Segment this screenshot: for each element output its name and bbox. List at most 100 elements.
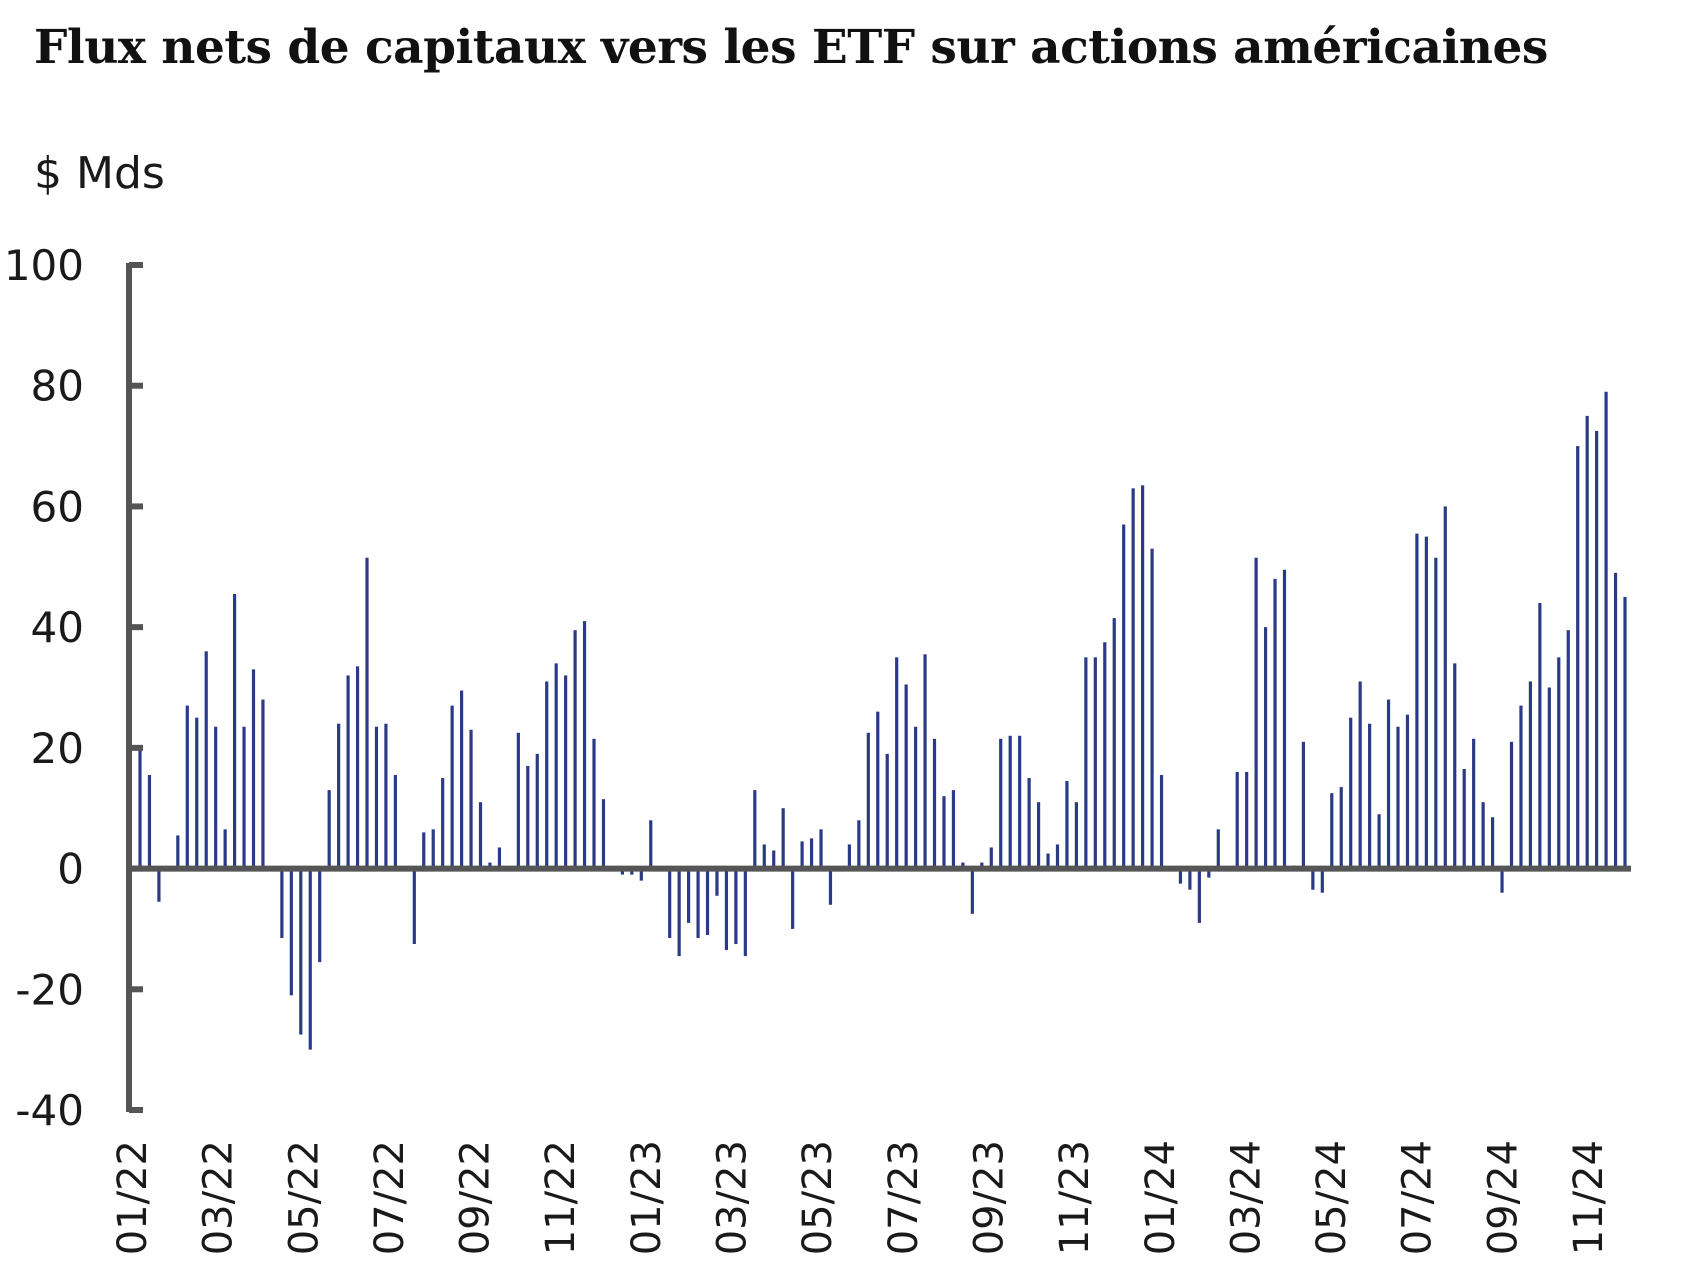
bar [1301,741,1306,869]
bar [1027,778,1031,869]
bar [696,868,700,938]
x-tick-label: 03/23 [710,1140,756,1255]
bar [791,868,795,929]
bar [734,868,738,945]
bar [251,669,256,869]
bar [1103,642,1107,869]
bar [138,747,142,869]
bar [176,835,180,869]
bar [705,868,710,935]
bar [365,557,369,869]
bar [204,651,208,869]
bar [308,868,312,1050]
bar [1084,657,1088,869]
bar [1131,488,1135,869]
bar [1046,853,1050,869]
x-tick-label: 01/22 [110,1140,156,1255]
bar [620,868,624,875]
bar [819,829,823,869]
bar [1311,868,1315,890]
x-tick-label: 09/22 [453,1140,499,1255]
bar [951,790,956,869]
bar [895,657,899,869]
bar [1008,735,1012,869]
bar [687,868,691,923]
bar [1018,735,1022,869]
bar [1613,572,1618,869]
bar [1557,657,1561,869]
bars-group [138,391,1627,1050]
bar [800,841,804,869]
bar [526,765,530,869]
bar [781,808,785,869]
bar [1122,524,1126,869]
bar [1282,569,1287,869]
bar [469,729,473,869]
bar [1604,391,1608,869]
bar [214,726,218,869]
bar [1585,415,1589,869]
bar [1462,768,1466,869]
bar [1623,596,1627,869]
bar [299,868,303,1035]
bar [261,699,265,869]
y-tick-label: 0 [57,845,84,894]
bar [630,868,634,875]
bar [582,621,587,869]
bar [847,844,851,869]
y-axis-ticks: 100 80 60 40 20 0 -20 -40 [4,241,143,1135]
y-axis-unit-label: $ Mds [34,148,165,199]
x-tick-label: 07/24 [1395,1140,1441,1255]
x-tick-label: 07/22 [367,1140,413,1255]
bar [1396,726,1400,869]
bar [866,732,870,869]
bar [242,726,246,869]
y-tick-label: 40 [31,603,84,652]
bar [1349,717,1353,869]
bar [431,829,435,869]
bar [1576,446,1580,869]
bar [772,850,776,869]
bar [327,790,331,869]
bar [393,775,397,869]
bar [1245,772,1249,869]
bar [762,844,766,869]
x-tick-label: 09/23 [967,1140,1013,1255]
x-axis-ticks: 01/22 03/22 05/22 07/22 09/22 11/22 01/23 03/23… [110,1140,1612,1255]
bar [564,675,568,869]
x-tick-label: 11/23 [1052,1140,1098,1255]
bar [914,726,918,869]
y-tick-label: 20 [31,724,84,773]
bar [1065,781,1069,869]
bar [1595,430,1599,869]
bar [1358,681,1362,869]
bar [488,862,492,869]
bar [904,684,908,869]
bar [280,868,284,938]
bar [876,711,880,869]
x-tick-label: 05/22 [281,1140,327,1255]
bar [1490,817,1495,869]
bar [185,705,189,869]
bar [1472,738,1476,869]
chart-title: Flux nets de capitaux vers les ETF sur a… [34,20,1548,75]
bar [450,705,454,869]
y-tick-label: 100 [4,241,84,290]
bar [535,753,539,869]
bar [677,868,681,957]
x-tick-label: 07/23 [881,1140,927,1255]
bar [970,868,974,914]
bar [374,726,379,869]
bar [1453,663,1457,869]
bar [478,802,483,869]
bar [147,775,152,869]
bar [1509,741,1514,869]
bar [1500,868,1504,893]
x-tick-label: 01/24 [1138,1140,1184,1255]
bar [1159,775,1164,869]
x-tick-label: 05/23 [795,1140,841,1255]
bar [1254,557,1258,869]
bar [1443,506,1447,869]
bar [1178,868,1183,884]
bar [753,790,757,869]
